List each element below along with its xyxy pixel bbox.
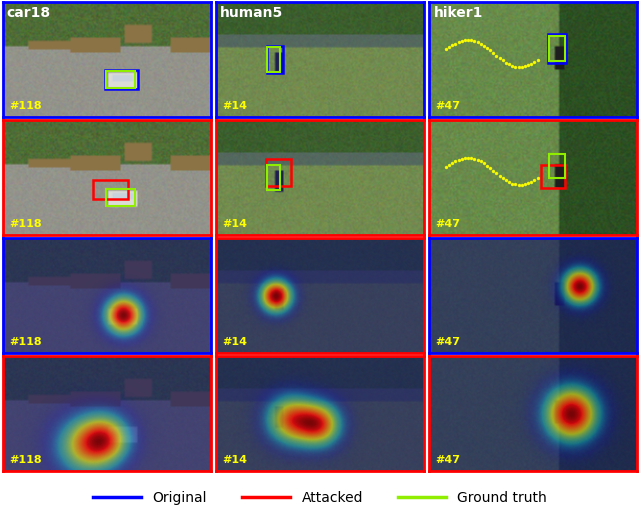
Text: #14: #14	[222, 101, 247, 111]
Point	[425, 117, 435, 125]
Text: human5: human5	[220, 6, 284, 20]
Text: #14: #14	[222, 337, 247, 347]
Point	[425, 0, 435, 7]
Point	[425, 0, 435, 7]
Point	[425, 0, 435, 7]
Point	[425, 117, 435, 125]
Point	[425, 0, 435, 7]
Bar	[106, 189, 135, 206]
Bar	[104, 70, 138, 89]
Legend: Original, Attacked, Ground truth: Original, Attacked, Ground truth	[87, 485, 553, 511]
Point	[425, 117, 435, 125]
Point	[425, 117, 435, 125]
Point	[425, 0, 435, 7]
Text: #47: #47	[436, 219, 461, 229]
Point	[425, 0, 435, 7]
Text: #118: #118	[9, 219, 42, 229]
Bar	[548, 34, 566, 63]
Point	[425, 117, 435, 125]
Point	[425, 0, 435, 7]
Point	[425, 117, 435, 125]
Text: #14: #14	[222, 219, 247, 229]
Point	[425, 117, 435, 125]
Point	[425, 117, 435, 125]
Point	[425, 0, 435, 7]
Point	[425, 117, 435, 125]
Point	[425, 0, 435, 7]
Bar	[549, 36, 564, 61]
Text: hiker1: hiker1	[433, 6, 483, 20]
Point	[425, 0, 435, 7]
Point	[425, 117, 435, 125]
Point	[425, 0, 435, 7]
Point	[425, 0, 435, 7]
Bar	[267, 46, 282, 73]
Point	[425, 0, 435, 7]
Point	[425, 0, 435, 7]
Point	[425, 117, 435, 125]
Text: #14: #14	[222, 455, 247, 465]
Point	[425, 117, 435, 125]
Point	[425, 0, 435, 7]
Point	[425, 117, 435, 125]
Point	[425, 117, 435, 125]
Point	[425, 0, 435, 7]
Point	[425, 117, 435, 125]
Point	[425, 117, 435, 125]
Text: car18: car18	[7, 6, 51, 20]
Point	[425, 117, 435, 125]
Point	[425, 0, 435, 7]
Text: #118: #118	[9, 455, 42, 465]
Point	[425, 0, 435, 7]
Point	[425, 117, 435, 125]
Point	[425, 0, 435, 7]
Point	[425, 117, 435, 125]
Bar	[266, 159, 291, 186]
Point	[425, 0, 435, 7]
Point	[425, 0, 435, 7]
Point	[425, 0, 435, 7]
Text: #118: #118	[9, 101, 42, 111]
Bar	[549, 154, 564, 178]
Point	[425, 117, 435, 125]
Point	[425, 0, 435, 7]
Point	[425, 117, 435, 125]
Point	[425, 0, 435, 7]
Bar	[106, 71, 135, 88]
Point	[425, 0, 435, 7]
Text: #47: #47	[436, 101, 461, 111]
Point	[425, 117, 435, 125]
Point	[425, 0, 435, 7]
Point	[425, 0, 435, 7]
Point	[425, 117, 435, 125]
Text: #47: #47	[436, 337, 461, 347]
Point	[425, 117, 435, 125]
Point	[425, 117, 435, 125]
Point	[425, 117, 435, 125]
Point	[425, 117, 435, 125]
Point	[425, 0, 435, 7]
Bar	[267, 165, 280, 190]
Point	[425, 0, 435, 7]
Bar	[541, 165, 564, 188]
Point	[425, 117, 435, 125]
Text: #118: #118	[9, 337, 42, 347]
Point	[425, 117, 435, 125]
Bar	[267, 47, 280, 72]
Point	[425, 0, 435, 7]
Text: #47: #47	[436, 455, 461, 465]
Bar	[93, 179, 129, 199]
Point	[425, 117, 435, 125]
